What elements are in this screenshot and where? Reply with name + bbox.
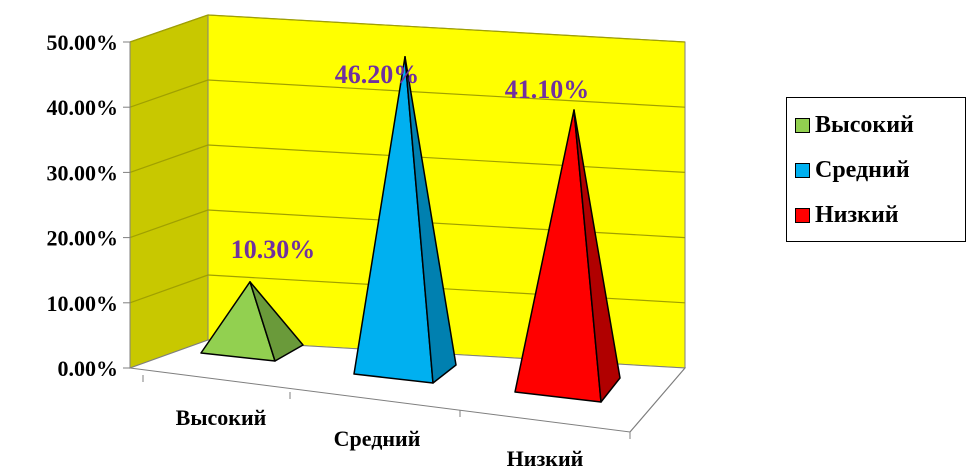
y-tick-label: 30.00% xyxy=(47,160,119,185)
gridline-back xyxy=(207,209,686,239)
gridline-side xyxy=(129,144,209,173)
gridline-back xyxy=(207,79,686,108)
y-tick-label: 40.00% xyxy=(47,95,119,120)
data-label: 46.20% xyxy=(335,60,420,89)
legend-label-medium: Средний xyxy=(815,157,910,183)
category-label: Высокий xyxy=(176,405,267,430)
legend-label-low: Низкий xyxy=(815,202,899,228)
category-label: Низкий xyxy=(507,446,584,468)
legend-item-high: Высокий xyxy=(795,112,914,139)
gridline-side xyxy=(129,14,209,43)
gridline-side xyxy=(129,274,209,304)
y-tick-label: 50.00% xyxy=(47,30,119,55)
y-tick-label: 20.00% xyxy=(47,226,119,251)
pyramid-side-face xyxy=(249,281,304,362)
category-label: Средний xyxy=(334,426,421,451)
legend-item-medium: Средний xyxy=(795,157,910,184)
chart-side-wall xyxy=(129,14,209,369)
y-tick-label: 0.00% xyxy=(58,356,119,381)
pyramid-side-face xyxy=(404,55,457,384)
data-label: 10.30% xyxy=(231,235,316,264)
legend-item-low: Низкий xyxy=(795,202,899,229)
legend-label-high: Высокий xyxy=(815,112,914,138)
gridline-back xyxy=(207,14,686,43)
data-label: 41.10% xyxy=(505,75,590,104)
floor-edge-right xyxy=(629,367,686,433)
gridline-side xyxy=(129,79,209,108)
chart-legend: Высокий Средний Низкий xyxy=(786,97,966,242)
gridline-back xyxy=(207,144,686,173)
legend-swatch-low xyxy=(795,208,810,223)
legend-swatch-high xyxy=(795,118,810,133)
gridline-side xyxy=(129,209,209,239)
pyramid-side-face xyxy=(573,109,621,403)
y-tick-label: 10.00% xyxy=(47,291,119,316)
legend-swatch-medium xyxy=(795,163,810,178)
